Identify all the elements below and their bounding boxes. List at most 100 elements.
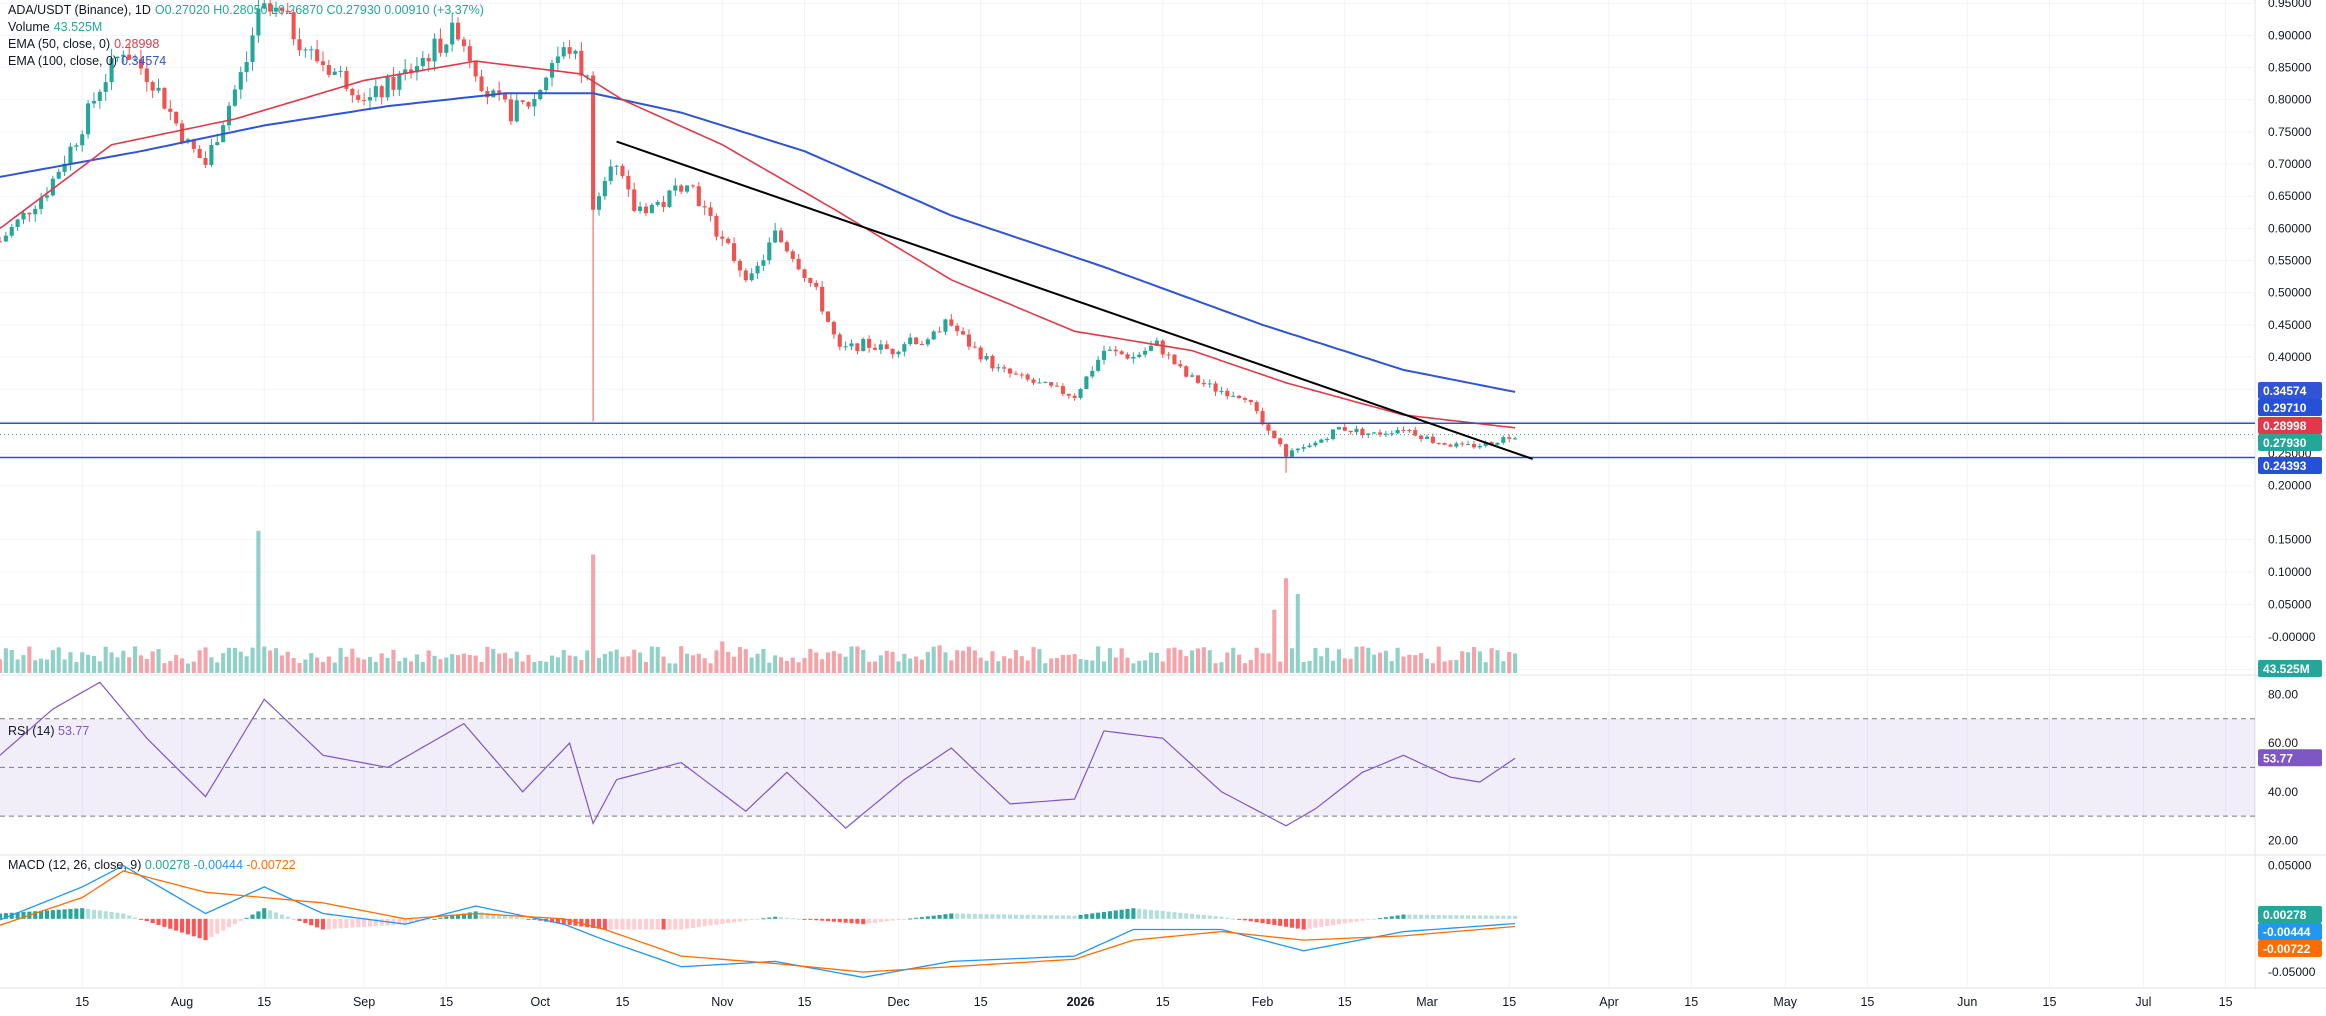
macd-histogram-bar [855, 918, 860, 924]
candle-body [409, 69, 414, 73]
price-tag [2258, 382, 2322, 399]
volume-bar [1466, 652, 1471, 673]
candle-body [232, 89, 237, 106]
volume-bar [814, 652, 819, 673]
macd-axis-label: 0.05000 [2268, 859, 2312, 873]
candle-body [1401, 429, 1406, 431]
volume-bar [1395, 647, 1400, 673]
legend-ema50-label[interactable]: EMA (50, close, 0) [8, 37, 111, 51]
macd-histogram-bar [1096, 912, 1101, 919]
volume-bar [1242, 663, 1248, 673]
macd-histogram-bar [1283, 918, 1289, 927]
candle-body [373, 86, 378, 98]
volume-bar [68, 652, 73, 673]
legend-ema100-value: 0.34574 [121, 54, 167, 68]
candle-body [632, 189, 637, 211]
candle-body [884, 344, 889, 349]
candle-body [1231, 395, 1236, 397]
volume-bar [1507, 651, 1512, 673]
macd-histogram-bar [426, 918, 431, 920]
macd-histogram-bar [0, 913, 3, 919]
macd-histogram-bar [1119, 909, 1124, 919]
macd-histogram-bar [661, 918, 666, 930]
candle-body [1107, 349, 1112, 351]
candle-body [820, 286, 825, 312]
candle-body [127, 54, 132, 60]
volume-bar [520, 661, 525, 673]
candle-body [1260, 411, 1265, 425]
candle-body [908, 337, 913, 345]
volume-bar [1019, 656, 1024, 673]
volume-bar [1483, 662, 1488, 673]
time-axis-label: Nov [711, 995, 734, 1009]
macd-histogram-bar [1454, 915, 1459, 919]
macd-histogram-bar [338, 918, 343, 929]
macd-histogram-bar [1325, 918, 1330, 926]
candle-body [867, 338, 872, 348]
candle-body [1436, 442, 1441, 444]
macd-histogram-bar [133, 917, 138, 919]
volume-bar [878, 655, 883, 673]
candle-body [808, 278, 813, 283]
volume-bar [1430, 663, 1435, 673]
volume-bar [943, 652, 948, 673]
volume-bar [3, 648, 8, 673]
volume-bar [790, 657, 795, 673]
candle-body [1178, 364, 1183, 367]
rsi-axis-label: 60.00 [2268, 736, 2298, 750]
candle-body [156, 87, 161, 91]
macd-legend-label[interactable]: MACD (12, 26, close, 9) [8, 858, 142, 872]
legend-symbol[interactable]: ADA/USDT (Binance), 1D [8, 3, 151, 17]
macd-histogram-bar [44, 910, 50, 919]
candle-body [532, 99, 537, 107]
macd-histogram-bar [673, 918, 678, 930]
macd-histogram-bar [1148, 909, 1154, 919]
volume-bar [1231, 647, 1236, 673]
candle-body [814, 282, 819, 287]
macd-histogram-bar [1383, 917, 1388, 919]
downtrend-line [616, 140, 1534, 460]
legend-volume-label[interactable]: Volume [8, 20, 50, 34]
volume-bar [937, 645, 942, 673]
price-axis-label: 0.80000 [2268, 93, 2312, 107]
time-axis-label: 15 [1684, 995, 1698, 1009]
candle-body [1113, 349, 1118, 352]
volume-bar [1295, 594, 1300, 673]
candle-body [1184, 366, 1189, 377]
candle-body [673, 185, 678, 191]
candle-body [379, 86, 384, 98]
candle-body [320, 61, 326, 66]
volume-bar [74, 661, 79, 673]
macd-histogram-bar [1190, 913, 1195, 919]
candle-body [961, 331, 966, 335]
macd-histogram-bar [1354, 918, 1359, 922]
volume-bar [1336, 649, 1341, 673]
macd-histogram-bar [379, 918, 384, 926]
candle-body [291, 12, 296, 40]
candle-body [262, 3, 267, 9]
macd-histogram-bar [1107, 911, 1112, 919]
macd-histogram-bar [1131, 908, 1136, 919]
candle-body [309, 49, 314, 51]
time-axis-label: 2026 [1067, 995, 1095, 1009]
candle-body [1013, 373, 1018, 375]
volume-bar [391, 649, 396, 673]
candle-body [1072, 395, 1077, 398]
macd-histogram-bar [755, 918, 760, 920]
volume-bar [849, 646, 854, 673]
legend-ema100-label[interactable]: EMA (100, close, 0) [8, 54, 118, 68]
candle-body [1219, 390, 1224, 392]
candle-body [250, 35, 255, 63]
candle-body [91, 100, 97, 104]
candle-body [285, 10, 290, 13]
macd-histogram-bar [91, 909, 97, 919]
volume-bar [737, 647, 742, 673]
rsi-legend-label[interactable]: RSI (14) [8, 724, 55, 738]
candle-body [1125, 354, 1130, 359]
volume-bar [961, 650, 966, 673]
volume-bar [268, 650, 273, 673]
volume-bar [215, 662, 220, 673]
candle-body [1025, 374, 1030, 380]
macd-histogram-bar [802, 918, 807, 920]
